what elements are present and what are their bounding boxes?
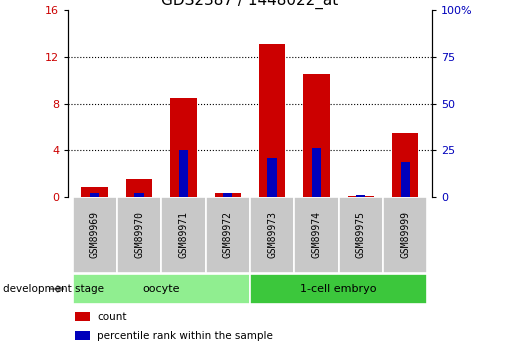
Bar xyxy=(134,193,144,197)
Bar xyxy=(117,197,161,273)
Bar xyxy=(161,197,206,273)
Bar xyxy=(339,197,383,273)
Title: GDS2387 / 1448022_at: GDS2387 / 1448022_at xyxy=(162,0,338,9)
Text: GSM89970: GSM89970 xyxy=(134,211,144,258)
Bar xyxy=(73,197,117,273)
Text: GSM89973: GSM89973 xyxy=(267,211,277,258)
Bar xyxy=(126,179,153,197)
Bar xyxy=(179,150,188,197)
Text: development stage: development stage xyxy=(3,284,104,294)
Text: 1-cell embryo: 1-cell embryo xyxy=(300,284,377,294)
Bar xyxy=(223,193,232,197)
Text: GSM89975: GSM89975 xyxy=(356,211,366,258)
Bar xyxy=(75,331,90,340)
Text: count: count xyxy=(97,312,127,322)
Bar xyxy=(383,197,427,273)
Bar xyxy=(356,195,366,197)
Bar xyxy=(75,312,90,321)
Bar xyxy=(400,161,410,197)
Bar xyxy=(250,274,427,304)
Text: GSM89971: GSM89971 xyxy=(178,211,188,258)
Text: GSM89999: GSM89999 xyxy=(400,211,410,258)
Bar xyxy=(215,193,241,197)
Bar xyxy=(268,158,277,197)
Bar xyxy=(170,98,197,197)
Text: percentile rank within the sample: percentile rank within the sample xyxy=(97,331,273,341)
Text: oocyte: oocyte xyxy=(142,284,180,294)
Bar xyxy=(81,187,108,197)
Bar xyxy=(294,197,339,273)
Bar xyxy=(206,197,250,273)
Bar xyxy=(303,75,330,197)
Text: GSM89974: GSM89974 xyxy=(312,211,322,258)
Bar xyxy=(250,197,294,273)
Bar xyxy=(90,193,99,197)
Bar xyxy=(392,132,419,197)
Text: GSM89972: GSM89972 xyxy=(223,211,233,258)
Bar xyxy=(259,44,285,197)
Bar xyxy=(73,274,250,304)
Bar xyxy=(347,196,374,197)
Text: GSM89969: GSM89969 xyxy=(90,211,100,258)
Bar xyxy=(312,148,321,197)
